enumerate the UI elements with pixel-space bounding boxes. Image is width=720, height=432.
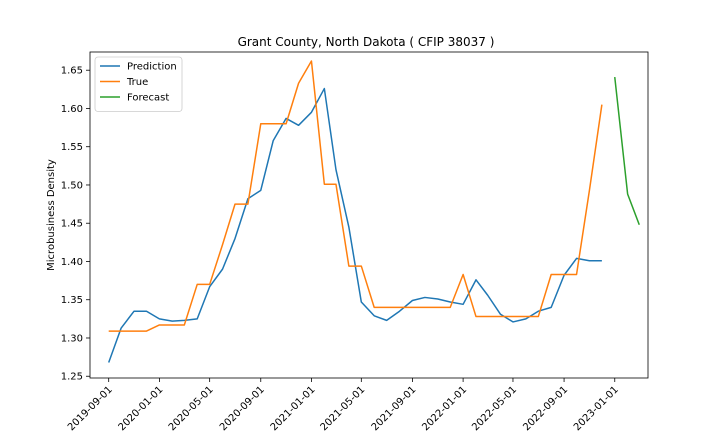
y-tick-label: 1.55 bbox=[61, 142, 83, 153]
y-axis-label: Microbusiness Density bbox=[46, 159, 57, 271]
y-tick-label: 1.40 bbox=[61, 257, 83, 268]
legend: Prediction True Forecast bbox=[94, 56, 183, 112]
legend-label-prediction: Prediction bbox=[127, 62, 177, 73]
y-axis: 1.25 1.30 1.35 1.40 1.45 1.50 1.55 1.60 1.65 bbox=[61, 66, 90, 383]
series-line-true bbox=[108, 60, 603, 332]
lines-layer bbox=[107, 60, 640, 363]
y-tick-label: 1.65 bbox=[61, 66, 83, 77]
y-tick-label: 1.50 bbox=[61, 180, 83, 191]
legend-label-true: True bbox=[126, 77, 148, 88]
legend-box bbox=[94, 56, 183, 112]
series-line-forecast bbox=[614, 77, 640, 226]
y-tick-label: 1.25 bbox=[61, 372, 83, 383]
plot-frame bbox=[89, 51, 649, 379]
y-tick-label: 1.30 bbox=[61, 333, 83, 344]
y-tick-label: 1.45 bbox=[61, 219, 83, 230]
legend-label-forecast: Forecast bbox=[127, 93, 169, 104]
chart-title: Grant County, North Dakota ( CFIP 38037 … bbox=[238, 35, 495, 49]
y-tick-label: 1.60 bbox=[61, 104, 83, 115]
series-line-prediction bbox=[107, 87, 602, 363]
y-tick-label: 1.35 bbox=[61, 295, 83, 306]
